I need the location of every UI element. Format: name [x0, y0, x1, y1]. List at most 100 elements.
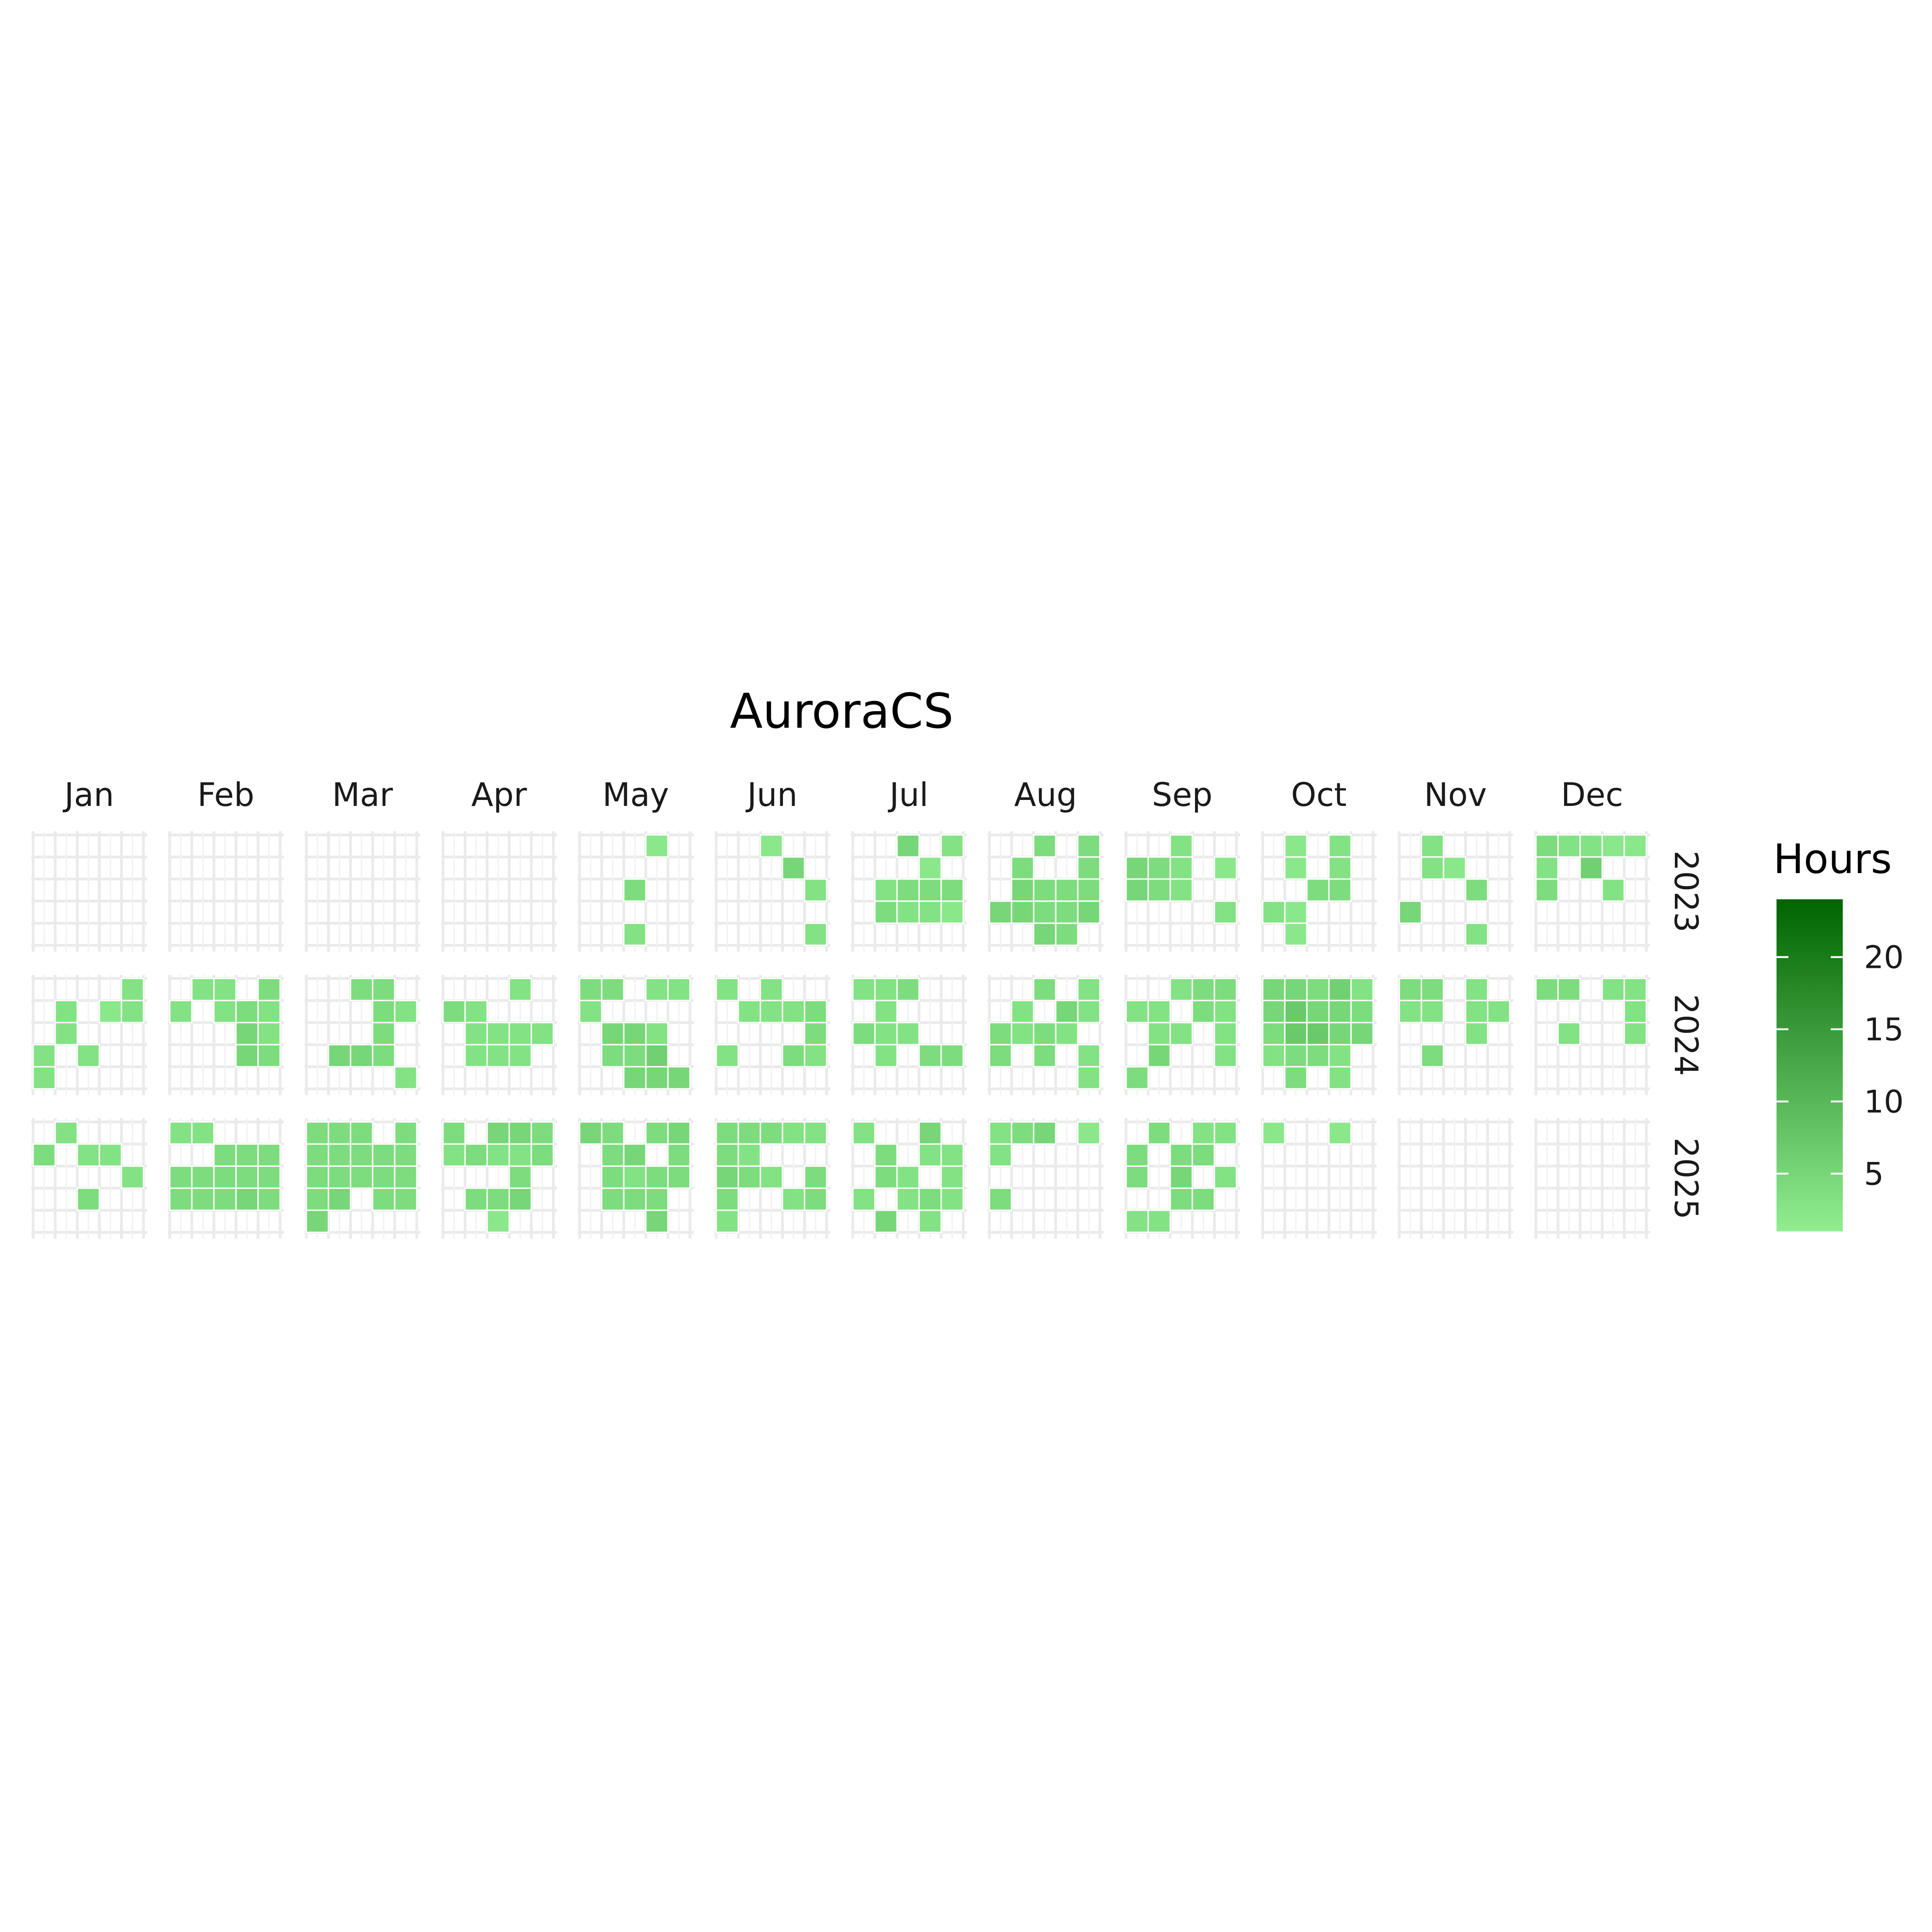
heatmap-cell — [579, 978, 603, 1001]
heatmap-cell — [1398, 900, 1422, 924]
legend-title: Hours — [1773, 835, 1892, 883]
heatmap-cell — [1077, 1121, 1101, 1145]
heatmap-cells-layer — [32, 834, 1647, 1233]
heatmap-cell — [852, 1022, 876, 1046]
heatmap-cell — [442, 1000, 466, 1024]
panel-jan-2023 — [31, 831, 147, 952]
heatmap-cell — [1328, 978, 1352, 1001]
heatmap-cell — [235, 1000, 259, 1024]
heatmap-cell — [257, 1000, 281, 1024]
heatmap-cell — [1077, 1000, 1101, 1024]
heatmap-cell — [623, 922, 647, 946]
heatmap-cell — [1306, 878, 1330, 902]
heatmap-cell — [1125, 1165, 1149, 1189]
heatmap-cell — [1033, 922, 1057, 946]
heatmap-cell — [1191, 978, 1215, 1001]
heatmap-cell — [601, 1143, 625, 1167]
heatmap-cell — [121, 1000, 144, 1024]
heatmap-cell — [1169, 1022, 1193, 1046]
heatmap-cell — [508, 1143, 532, 1167]
heatmap-cell — [782, 1187, 805, 1211]
heatmap-cell — [623, 1143, 647, 1167]
heatmap-cell — [32, 1143, 56, 1167]
heatmap-cell — [645, 1066, 669, 1090]
heatmap-cell — [1284, 1022, 1308, 1046]
heatmap-cell — [896, 1165, 920, 1189]
heatmap-cell — [350, 1143, 374, 1167]
heatmap-cell — [508, 1044, 532, 1068]
heatmap-cell — [464, 1187, 488, 1211]
heatmap-cell — [782, 1121, 805, 1145]
heatmap-cell — [896, 1187, 920, 1211]
heatmap-cell — [394, 1066, 418, 1090]
heatmap-cell — [918, 1143, 942, 1167]
heatmap-cell — [1465, 978, 1489, 1001]
heatmap-cell — [918, 1121, 942, 1145]
heatmap-cell — [804, 922, 828, 946]
heatmap-cell — [896, 878, 920, 902]
heatmap-cell — [989, 1121, 1012, 1145]
heatmap-cell — [1213, 1000, 1237, 1024]
heatmap-cell — [1077, 856, 1101, 880]
heatmap-cell — [645, 1187, 669, 1211]
heatmap-cell — [1033, 1022, 1057, 1046]
heatmap-cell — [623, 1187, 647, 1211]
heatmap-cell — [98, 1143, 122, 1167]
heatmap-cell — [804, 1121, 828, 1145]
heatmap-cell — [874, 978, 898, 1001]
heatmap-cell — [1465, 922, 1489, 946]
heatmap-cell — [940, 1165, 964, 1189]
heatmap-cell — [442, 1143, 466, 1167]
heatmap-cell — [1535, 856, 1559, 880]
heatmap-cell — [1033, 878, 1057, 902]
heatmap-cell — [1579, 834, 1603, 858]
heatmap-cell — [1328, 1066, 1352, 1090]
heatmap-cell — [54, 1022, 78, 1046]
heatmap-cell — [896, 900, 920, 924]
heatmap-cell — [715, 1165, 739, 1189]
heatmap-cell — [486, 1022, 510, 1046]
heatmap-cell — [852, 1187, 876, 1211]
heatmap-cell — [1011, 878, 1035, 902]
heatmap-cell — [715, 978, 739, 1001]
month-label-jan: Jan — [63, 776, 114, 814]
heatmap-cell — [1262, 1022, 1286, 1046]
heatmap-cell — [1011, 900, 1035, 924]
heatmap-cell — [645, 1044, 669, 1068]
heatmap-cell — [1213, 1165, 1237, 1189]
heatmap-cell — [1601, 978, 1625, 1001]
heatmap-cell — [715, 1209, 739, 1233]
heatmap-cell — [579, 1000, 603, 1024]
heatmap-cell — [1213, 1044, 1237, 1068]
heatmap-cell — [191, 1187, 215, 1211]
heatmap-cell — [1213, 1121, 1237, 1145]
heatmap-cell — [667, 1121, 691, 1145]
heatmap-cell — [874, 900, 898, 924]
heatmap-cell — [1077, 1044, 1101, 1068]
heatmap-cell — [169, 1187, 193, 1211]
heatmap-cell — [1147, 1209, 1171, 1233]
heatmap-cell — [328, 1165, 351, 1189]
heatmap-cell — [1262, 1121, 1286, 1145]
heatmap-cell — [213, 1000, 237, 1024]
heatmap-cell — [852, 978, 876, 1001]
heatmap-cell — [464, 1000, 488, 1024]
heatmap-cell — [1623, 834, 1647, 858]
heatmap-cell — [737, 1000, 761, 1024]
heatmap-cell — [1420, 856, 1444, 880]
heatmap-cell — [645, 1209, 669, 1233]
heatmap-cell — [940, 878, 964, 902]
month-label-may: May — [603, 776, 669, 814]
heatmap-cell — [486, 1209, 510, 1233]
heatmap-cell — [1125, 856, 1149, 880]
heatmap-cell — [896, 834, 920, 858]
heatmap-cell — [257, 1143, 281, 1167]
heatmap-cell — [1191, 1187, 1215, 1211]
heatmap-cell — [940, 834, 964, 858]
heatmap-cell — [1557, 1022, 1581, 1046]
month-label-jun: Jun — [745, 776, 797, 814]
heatmap-cell — [940, 900, 964, 924]
heatmap-cell — [1125, 1209, 1149, 1233]
legend-tick-label: 20 — [1864, 940, 1904, 976]
heatmap-cell — [1350, 978, 1374, 1001]
